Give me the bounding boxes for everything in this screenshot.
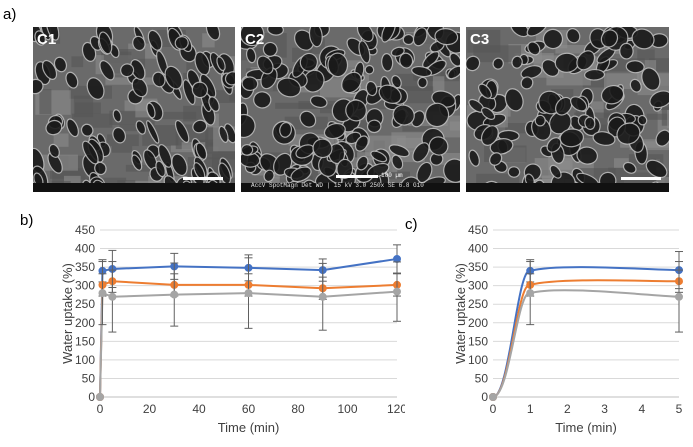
data-point-c3 [96,393,104,401]
y-tick-label: 100 [75,353,95,367]
x-tick-label: 2 [564,402,571,416]
y-axis-label: Water uptake (%) [453,263,468,364]
y-tick-label: 250 [75,297,95,311]
x-tick-label: 4 [638,402,645,416]
sem-image-c3: C3 [466,27,669,192]
y-tick-label: 450 [75,223,95,237]
x-tick-label: 0 [490,402,497,416]
panel-c-letter: c) [405,216,418,233]
x-tick-label: 5 [676,402,683,416]
scale-bar [621,177,661,180]
panel-a-letter: a) [3,6,17,23]
x-tick-label: 120 [387,402,405,416]
y-tick-label: 0 [88,390,95,404]
y-tick-label: 150 [468,334,488,348]
sem-image-c2: 100 µm AccV SpotMagn Det WD | 15 kV 3.0 … [241,27,460,192]
y-tick-label: 200 [468,316,488,330]
y-tick-label: 50 [475,371,489,385]
y-tick-label: 150 [75,334,95,348]
sem-texture-c1 [33,27,235,192]
data-point-c3 [489,393,497,401]
y-tick-label: 400 [75,242,95,256]
x-axis-label: Time (min) [555,420,617,435]
y-axis-label: Water uptake (%) [60,263,75,364]
series-line-c2 [492,279,680,398]
sem-texture-c3 [466,27,669,192]
y-tick-label: 400 [468,242,488,256]
y-tick-label: 200 [75,316,95,330]
data-point-c1 [393,254,401,263]
y-tick-label: 300 [468,279,488,293]
x-tick-label: 40 [192,402,206,416]
y-tick-label: 50 [82,371,96,385]
x-tick-label: 20 [143,402,157,416]
y-tick-label: 450 [468,223,488,237]
sem-label-c3: C3 [470,31,490,48]
sem-info-strip [241,183,460,192]
data-point-c3 [526,289,535,298]
y-tick-label: 250 [468,297,488,311]
data-point-c3 [393,287,401,296]
scale-bar [336,175,378,178]
y-tick-label: 0 [481,390,488,404]
scale-text: 100 µm [381,172,403,179]
sem-texture-c2 [241,27,460,192]
sem-info-strip [466,183,669,192]
x-tick-label: 100 [337,402,357,416]
y-tick-label: 350 [75,260,95,274]
sem-image-c1: C1 [33,27,235,192]
series-line-c1 [492,266,680,398]
x-tick-label: 3 [601,402,608,416]
scale-bar [183,177,223,180]
y-tick-label: 300 [75,279,95,293]
data-point-c3 [108,292,117,301]
x-tick-label: 80 [291,402,305,416]
sem-info-strip [33,183,235,192]
data-point-c3 [244,289,253,298]
data-point-c3 [318,292,327,301]
data-point-c3 [675,292,683,301]
x-tick-label: 0 [97,402,104,416]
chart-b: 0 50 100 150 200 250 300 350 400 450 0 20 40 60 80 100 1… [60,223,405,447]
y-tick-label: 100 [468,353,488,367]
x-tick-label: 1 [527,402,534,416]
data-point-c3 [98,289,107,298]
sem-info-text: AccV SpotMagn Det WD | 15 kV 3.0 250x SE… [251,182,424,189]
panel-b-letter: b) [20,212,34,229]
data-point-c3 [170,290,179,299]
sem-label-c2: C2 [245,31,265,48]
chart-c: 0 50 100 150 200 250 300 350 400 450 0 1 2 3 4 5 Time (m… [453,223,683,447]
x-tick-label: 60 [242,402,256,416]
y-tick-label: 350 [468,260,488,274]
x-axis-label: Time (min) [218,420,280,435]
series-line-c3 [492,289,680,398]
sem-label-c1: C1 [37,31,57,48]
